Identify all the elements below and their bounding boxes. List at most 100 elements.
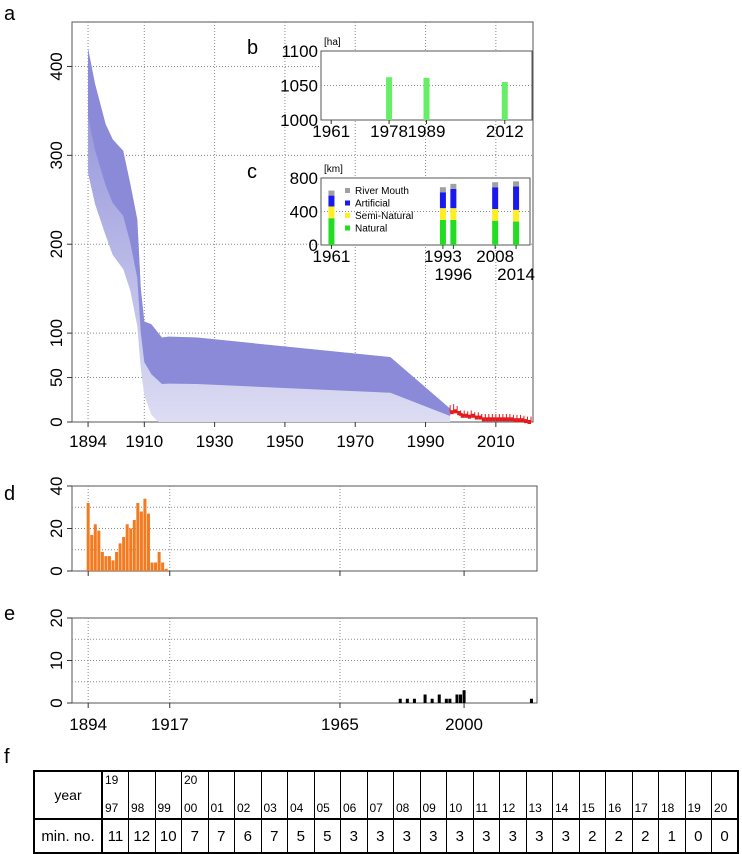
panel-d-bar [97, 530, 101, 571]
min-no-cell: 1 [658, 818, 686, 854]
panel-b-bar [386, 77, 393, 120]
panel-d-bar [122, 537, 126, 571]
panel-a-y-tick-label: 300 [47, 141, 66, 169]
panel-d-y-tick-label: 20 [47, 519, 66, 538]
panel-d-bar [93, 524, 97, 571]
panel-b-x-tick-label: 1978 [370, 122, 408, 141]
year-cell-digits: 12 [502, 801, 516, 815]
min-no-cell: 3 [446, 818, 474, 854]
panel-d-bar [161, 562, 165, 571]
year-cell-digits: 04 [290, 801, 304, 815]
panel-e-y-tick-label: 20 [47, 609, 66, 628]
year-cell-digits: 06 [343, 801, 357, 815]
year-cell: 20 00 [181, 770, 209, 820]
year-cell: 06 [340, 770, 368, 820]
panel-e-bar [459, 694, 463, 703]
panel-c-bar-segment [492, 208, 499, 221]
min-no-cell: 6 [234, 818, 262, 854]
panel-d-bar [146, 513, 150, 571]
panel-a-x-tick-label: 1930 [196, 432, 234, 451]
panel-d-bar [154, 562, 158, 571]
min-no-cell: 7 [181, 818, 209, 854]
year-cell-digits: 00 [184, 801, 198, 815]
year-cell: 13 [525, 770, 553, 820]
year-cell: 03 [260, 770, 288, 820]
panel-d-bar [104, 556, 108, 571]
year-cell-digits: 05 [316, 801, 330, 815]
min-no-cell: 3 [419, 818, 447, 854]
year-cell-digits: 07 [369, 801, 383, 815]
panel-b-x-tick-label: 2012 [486, 122, 524, 141]
panel-label-f: f [4, 746, 10, 768]
panel-c-y-tick-label: 800 [290, 169, 318, 188]
min-no-cell: 5 [313, 818, 341, 854]
panel-e-bar [448, 698, 452, 703]
panel-e-bar [437, 694, 441, 703]
panel-c-unit: [km] [324, 164, 343, 175]
panel-c-bar-segment [513, 221, 520, 245]
panel-a-x-tick-label: 1950 [266, 432, 304, 451]
year-cell-digits: 99 [157, 801, 171, 815]
year-cell-century: 20 [184, 773, 198, 787]
year-cell: 10 [446, 770, 474, 820]
panel-c-legend-swatch [345, 188, 350, 193]
panel-d-chart: 0 20 40 [47, 477, 538, 576]
year-cell: 19 97 [101, 770, 129, 820]
panel-d-bar [118, 543, 122, 571]
panel-b-x-tick-label: 1989 [408, 122, 446, 141]
min-no-cell: 2 [578, 818, 606, 854]
panel-d-bar [139, 511, 143, 571]
panel-b-x-tick-label: 1961 [312, 122, 350, 141]
panel-d-bar [100, 551, 104, 571]
panel-a-y-tick-label: 0 [47, 417, 66, 426]
panel-d-bar [107, 556, 111, 571]
panel-e-bar [430, 698, 434, 703]
min-no-cell: 10 [154, 818, 182, 854]
panel-c-bar-segment [439, 219, 446, 245]
panel-a-x-tick-label: 1990 [407, 432, 445, 451]
panel-d-bar [129, 528, 133, 571]
min-no-cell: 3 [552, 818, 580, 854]
year-cell-digits: 09 [422, 801, 436, 815]
min-no-cell: 3 [366, 818, 394, 854]
year-cell: 20 [711, 770, 739, 820]
panel-d-bar [164, 568, 168, 571]
panel-b-bar [423, 77, 430, 120]
min-no-cell: 3 [499, 818, 527, 854]
min-no-cell: 7 [207, 818, 235, 854]
panel-d-bar [143, 498, 147, 571]
panel-c-bar-segment [513, 181, 520, 187]
min-no-cell: 5 [287, 818, 315, 854]
year-row: year 19 97 98 99 20 00 01 02 03 04 05 06 07 08 09 10 11 1… [33, 770, 739, 820]
panel-c-y-tick-label: 400 [290, 203, 318, 222]
year-cell-digits: 20 [714, 801, 728, 815]
panel-c-x-tick-label-lower: 1996 [434, 265, 472, 284]
panel-label-a: a [4, 3, 16, 25]
panel-d-bar [115, 551, 119, 571]
panel-b-bar [501, 82, 508, 120]
year-cell-digits: 01 [210, 801, 224, 815]
year-cell-digits: 16 [608, 801, 622, 815]
year-cell: 15 [578, 770, 606, 820]
panel-e-x-tick-label: 1965 [321, 715, 359, 734]
panel-c-bar-segment [439, 192, 446, 209]
panel-d-bar [136, 503, 140, 571]
panel-d-bar [111, 560, 115, 571]
panel-e-bar [412, 698, 416, 703]
panel-e-bar [405, 698, 409, 703]
year-cell: 04 [287, 770, 315, 820]
panel-e-y-tick-label: 0 [47, 698, 66, 707]
min-no-row: min. no. 11 12 10 7 7 6 7 5 5 3 3 3 3 3 3 3 3 3 2 2 2 1 0 0 [33, 818, 739, 854]
min-no-cell: 0 [711, 818, 739, 854]
min-no-cell: 7 [260, 818, 288, 854]
min-no-cell: 3 [472, 818, 500, 854]
panel-c-x-tick-label-lower: 2014 [497, 265, 535, 284]
panel-c-bar-segment [328, 218, 335, 245]
year-cell: 08 [393, 770, 421, 820]
panel-c-legend-label: Semi-Natural [355, 211, 413, 222]
year-cell: 99 [154, 770, 182, 820]
min-number-table: year 19 97 98 99 20 00 01 02 03 04 05 06 07 08 09 10 11 1… [33, 770, 739, 854]
min-no-cell: 3 [393, 818, 421, 854]
